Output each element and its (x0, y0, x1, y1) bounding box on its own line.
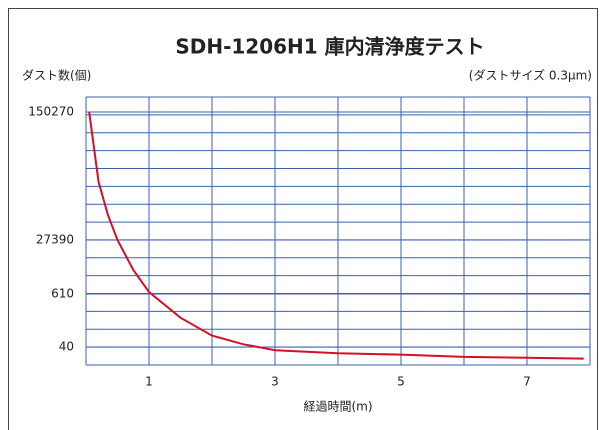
x-tick-label: 3 (271, 375, 279, 389)
y-axis-label: ダスト数(個) (22, 68, 91, 83)
y-tick-label: 150270 (28, 105, 74, 119)
annotation: (ダストサイズ 0.3μm) (469, 68, 592, 83)
y-tick-label: 27390 (36, 233, 74, 247)
data-line (88, 111, 584, 360)
x-axis-label: 経過時間(m) (303, 400, 372, 414)
y-tick-label: 40 (59, 340, 74, 354)
x-tick-label: 1 (145, 375, 153, 389)
frame (8, 8, 598, 430)
chart-title: SDH-1206H1 庫内清浄度テスト (175, 35, 484, 59)
x-tick-label: 5 (397, 375, 405, 389)
y-tick-label: 610 (51, 287, 74, 301)
x-tick-label: 7 (523, 375, 531, 389)
